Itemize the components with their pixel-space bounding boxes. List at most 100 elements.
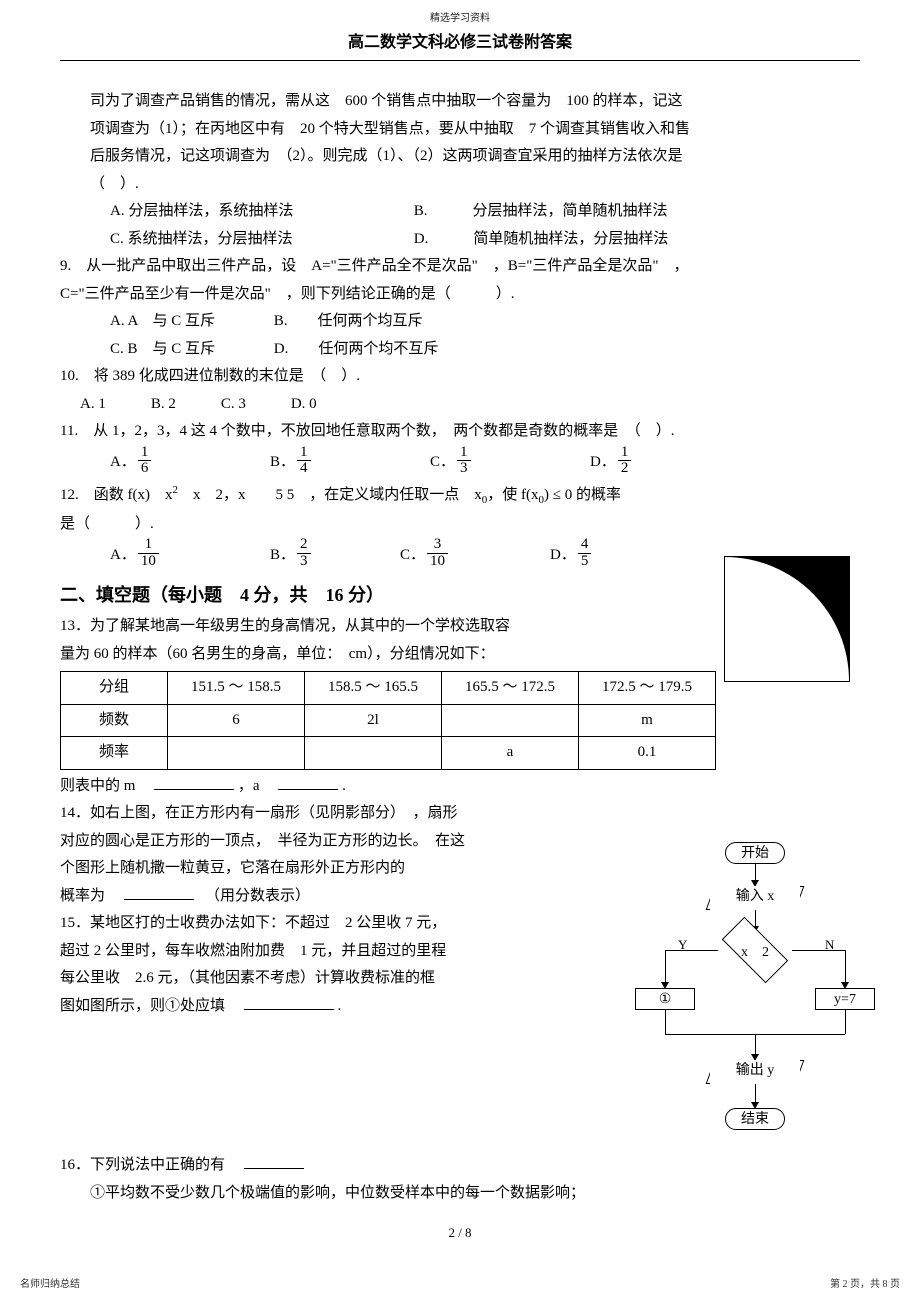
flow-box2: y=7 — [815, 988, 875, 1010]
q9-optC: C. B 与 C 互斥 — [110, 337, 270, 363]
q13-r3c5: 0.1 — [579, 737, 716, 770]
q12-optC: C． 310 — [400, 539, 550, 572]
q16-blank — [244, 1153, 304, 1169]
q8-opts-row2: C. 系统抽样法，分层抽样法 D. 简单随机抽样法，分层抽样法 — [60, 227, 860, 253]
q13-blank-a — [278, 774, 338, 790]
q15-l4b: . — [338, 998, 342, 1014]
q12-l1c: ，使 f(x — [487, 487, 538, 503]
q12-C-num: 3 — [427, 537, 448, 553]
q12-A-label: A． — [110, 543, 136, 569]
q13-r2c1: 频数 — [61, 704, 168, 737]
q13-r3c1: 频率 — [61, 737, 168, 770]
q12-optA: A． 110 — [110, 539, 270, 572]
q11-optD: D． 12 — [590, 447, 750, 480]
q14-line3: 个图形上随机撒一粒黄豆，它落在扇形外正方形内的 — [60, 856, 530, 882]
q9-opts-row1: A. A 与 C 互斥 B. 任何两个均互斥 — [60, 309, 860, 335]
flow-box1: ① — [635, 988, 695, 1010]
q8-opts-row1: A. 分层抽样法，系统抽样法 B. 分层抽样法，简单随机抽样法 — [60, 199, 860, 225]
q12-l1a: 12. 函数 f(x) x — [60, 487, 173, 503]
q12-D-frac: 45 — [578, 537, 592, 570]
q9-optA: A. A 与 C 互斥 — [110, 309, 270, 335]
q13-after: 则表中的 m ，a . — [60, 774, 860, 800]
q13-after-b: ，a — [238, 778, 275, 794]
flow-line — [845, 950, 846, 984]
q11-A-label: A． — [110, 450, 136, 476]
q14-l4b: （用分数表示） — [198, 888, 311, 904]
q12-A-num: 1 — [138, 537, 159, 553]
q9-line1: 9. 从一批产品中取出三件产品，设 A="三件产品全不是次品" ，B="三件产品… — [60, 254, 860, 280]
flow-line — [792, 950, 845, 951]
q11-D-den: 2 — [618, 460, 632, 477]
q13-h4: 165.5 ～ 172.5 — [442, 672, 579, 705]
q13-r2c4 — [442, 704, 579, 737]
q11-C-label: C． — [430, 450, 455, 476]
q14-quarter-circle — [724, 557, 849, 682]
flow-line — [665, 1010, 666, 1034]
q15-l4a: 图如图所示，则①处应填 — [60, 998, 240, 1014]
q11-optA: A． 16 — [110, 447, 270, 480]
q12-B-label: B． — [270, 543, 295, 569]
page-number: 2 / 8 — [60, 1222, 860, 1244]
q13-after-c: . — [342, 778, 346, 794]
q11-C-den: 3 — [457, 460, 471, 477]
q16-l1: 16．下列说法中正确的有 — [60, 1157, 240, 1173]
q15-line3: 每公里收 2.6 元，（其他因素不考虑）计算收费标准的框 — [60, 966, 530, 992]
q12-line1: 12. 函数 f(x) x2 x 2，x 5 5 ，在定义域内任取一点 x0，使… — [60, 481, 860, 510]
q11-C-frac: 13 — [457, 445, 471, 478]
q8-line3: 后服务情况，记这项调查为 （2）。则完成（1）、（2）这两项调查宜采用的抽样方法… — [60, 144, 860, 170]
flow-N-label: N — [825, 934, 834, 956]
q11-D-frac: 12 — [618, 445, 632, 478]
page-title: 高二数学文科必修三试卷附答案 — [60, 29, 860, 61]
q13-h2: 151.5 ～ 158.5 — [168, 672, 305, 705]
q8-optD: D. 简单随机抽样法，分层抽样法 — [414, 227, 669, 253]
q13-after-a: 则表中的 m — [60, 778, 150, 794]
q14-l4a: 概率为 — [60, 888, 120, 904]
flow-cond-label: x 2 — [730, 941, 780, 965]
q11-optC: C． 13 — [430, 447, 590, 480]
flow-start: 开始 — [725, 842, 785, 864]
q9-optD: D. 任何两个均不互斥 — [274, 337, 439, 363]
q14-line4: 概率为 （用分数表示） — [60, 884, 530, 910]
q13-r3c4: a — [442, 737, 579, 770]
q13-h5: 172.5 ～ 179.5 — [579, 672, 716, 705]
q12-C-frac: 310 — [427, 537, 448, 570]
table-row: 频数 6 2l m — [61, 704, 716, 737]
flow-line — [665, 950, 718, 951]
q13-table: 分组 151.5 ～ 158.5 158.5 ～ 165.5 165.5 ～ 1… — [60, 671, 716, 770]
q12-B-num: 2 — [297, 537, 311, 553]
q11-opts: A． 16 B． 14 C． 13 D． 12 — [60, 447, 860, 480]
q11-B-num: 1 — [297, 445, 311, 461]
header-small: 精选学习资料 — [60, 10, 860, 27]
q9-opts-row2: C. B 与 C 互斥 D. 任何两个均不互斥 — [60, 337, 860, 363]
q11-C-num: 1 — [457, 445, 471, 461]
q12-optD: D． 45 — [550, 539, 710, 572]
q12-D-den: 5 — [578, 553, 592, 570]
table-row: 频率 a 0.1 — [61, 737, 716, 770]
q11-D-label: D． — [590, 450, 616, 476]
q12-optB: B． 23 — [270, 539, 400, 572]
flow-end: 结束 — [725, 1108, 785, 1130]
q15-line4: 图如图所示，则①处应填 . — [60, 994, 530, 1020]
q15-line1: 15．某地区打的士收费办法如下：不超过 2 公里收 7 元， — [60, 911, 530, 937]
q9-optB: B. 任何两个均互斥 — [274, 309, 423, 335]
q14-line1: 14．如右上图，在正方形内有一扇形（见阴影部分） ，扇形 — [60, 801, 530, 827]
q13-r3c3 — [305, 737, 442, 770]
q8-line1: 司为了调查产品销售的情况，需从这 600 个销售点中抽取一个容量为 100 的样… — [60, 89, 860, 115]
q12-B-den: 3 — [297, 553, 311, 570]
q15-flowchart: 开始 输入 x x 2 Y N ① y=7 输出 y — [630, 842, 880, 1202]
q11-optB: B． 14 — [270, 447, 430, 480]
q11-D-num: 1 — [618, 445, 632, 461]
flow-input-label: 输入 x — [736, 889, 775, 904]
q11-A-num: 1 — [138, 445, 152, 461]
flow-output-label: 输出 y — [736, 1063, 775, 1078]
q8-optC: C. 系统抽样法，分层抽样法 — [110, 227, 410, 253]
q8-paren: （ ）. — [60, 172, 860, 198]
flow-line — [755, 1084, 756, 1104]
q11-line1: 11. 从 1，2，3，4 这 4 个数中，不放回地任意取两个数， 两个数都是奇… — [60, 419, 860, 445]
q13-r2c2: 6 — [168, 704, 305, 737]
q15-line2: 超过 2 公里时，每车收燃油附加费 1 元，并且超过的里程 — [60, 939, 530, 965]
q8-optB: B. 分层抽样法，简单随机抽样法 — [414, 199, 668, 225]
flow-line — [755, 1034, 756, 1056]
footer-left: 名师归纳总结 — [20, 1276, 80, 1293]
table-row: 分组 151.5 ～ 158.5 158.5 ～ 165.5 165.5 ～ 1… — [61, 672, 716, 705]
